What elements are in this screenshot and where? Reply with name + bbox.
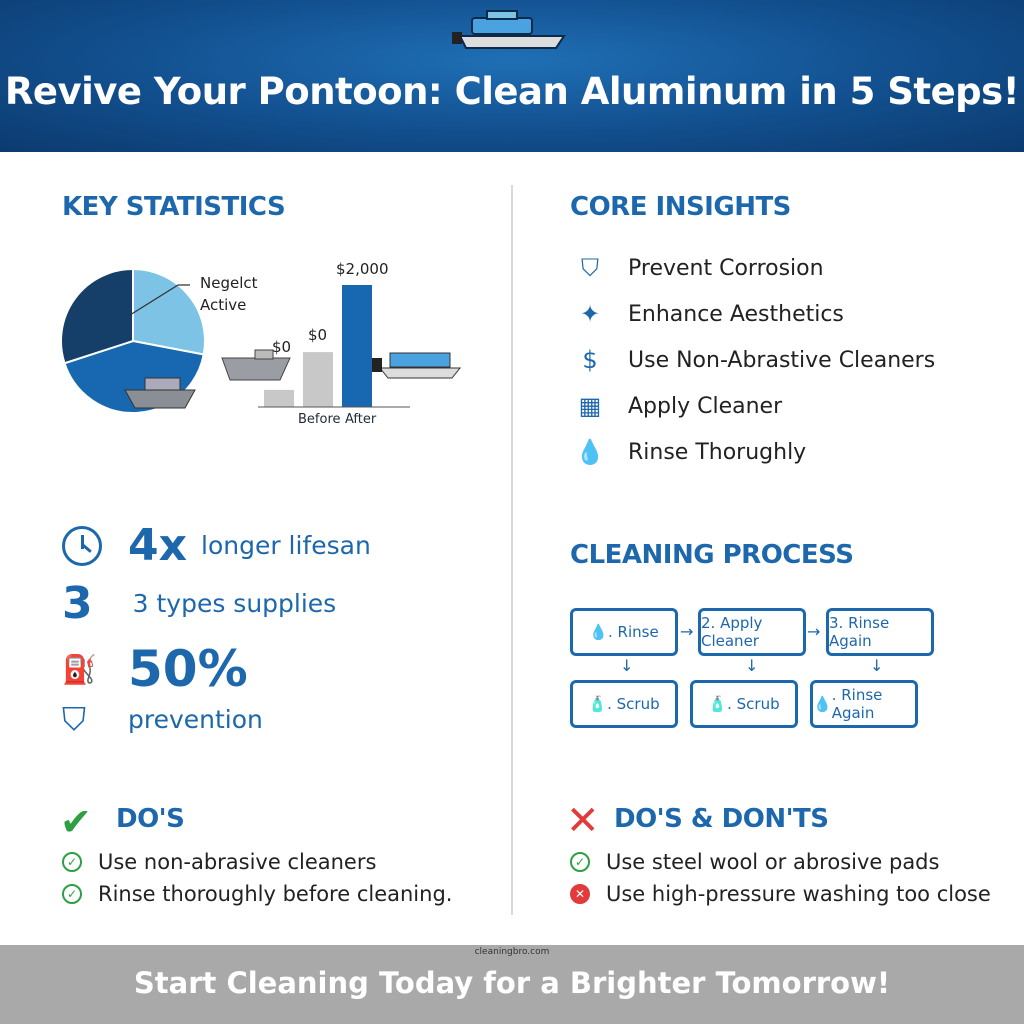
dos-item: ✓ Use non-abrasive cleaners [62, 850, 376, 874]
step-label: . Rinse Again [831, 686, 883, 722]
water-drop-icon: 💧 [813, 695, 832, 713]
check-circle-icon: ✓ [62, 884, 82, 904]
step-label: 2. Apply Cleaner [701, 614, 763, 650]
insight-item: $ Use Non-Abrastive Cleaners [570, 340, 935, 380]
stat-value: 50% [128, 640, 248, 698]
column-divider [511, 185, 513, 915]
arrow-down-icon: ↓ [745, 656, 759, 675]
checkmark-icon: ✔ [60, 800, 92, 844]
step-box-scrub: 🧴. Scrub [570, 680, 678, 728]
stat-text: longer lifesan [201, 531, 371, 560]
arrow-right-icon: → [807, 622, 821, 641]
dos-heading: DO'S [116, 804, 185, 834]
stat-value: 4x [128, 520, 187, 571]
step-label: . Scrub [607, 695, 660, 713]
insight-label: Enhance Aesthetics [628, 301, 844, 327]
check-circle-icon: ✓ [62, 852, 82, 872]
cleaning-process-heading: CLEANING PROCESS [570, 540, 854, 570]
step-box-apply: 2. Apply Cleaner [698, 608, 806, 656]
bar [303, 352, 333, 407]
pontoon-boat-icon [372, 352, 462, 379]
insight-item: ▦ Apply Cleaner [570, 386, 782, 426]
insight-item: ⛉ Prevent Corrosion [570, 248, 824, 288]
pie-chart [60, 267, 206, 414]
water-drop-icon: 💧 [589, 623, 608, 641]
check-circle-icon: ✓ [570, 852, 590, 872]
x-circle-icon: ✕ [570, 884, 590, 904]
sponge-icon: ▦ [578, 392, 602, 420]
stat-supplies: 3 3 types supplies [62, 578, 336, 629]
clock-icon [62, 525, 102, 566]
old-boat-icon [124, 377, 196, 409]
bar [264, 389, 294, 407]
motorboat-icon [221, 349, 291, 381]
dollar-icon: $ [582, 346, 598, 374]
dos-item: ✓ Rinse thoroughly before cleaning. [62, 882, 452, 906]
insight-label: Apply Cleaner [628, 393, 783, 419]
arrow-right-icon: → [680, 622, 694, 641]
step-box-rinse: 💧. Rinse [570, 608, 678, 656]
stat-prevention: ⛉ prevention [62, 700, 263, 739]
stat-text: prevention [128, 705, 263, 734]
arrow-down-icon: ↓ [620, 656, 634, 675]
cross-icon: ✕ [566, 798, 600, 844]
water-drop-icon: 💧 [575, 438, 605, 466]
pressure-washer-icon: ⛽ [62, 652, 97, 686]
step-label: 3. Rinse Again [829, 614, 890, 650]
stat-value: 3 [62, 578, 93, 629]
shield-icon: ⛉ [62, 700, 87, 738]
donts-item: ✕ Use high-pressure washing too close [570, 882, 991, 906]
bar-category-before: Before [298, 412, 341, 427]
pie-slice [60, 267, 134, 365]
shield-icon: ⛉ [581, 254, 599, 282]
step-box-rinse-again: 💧. Rinse Again [810, 680, 918, 728]
insight-item: 💧 Rinse Thorughly [570, 432, 806, 472]
donts-item-text: Use steel wool or abrosive pads [606, 850, 940, 874]
pie-leader-line [129, 284, 190, 316]
donts-item: ✓ Use steel wool or abrosive pads [570, 850, 939, 874]
core-insights-heading: CORE INSIGHTS [570, 192, 791, 222]
arrow-down-icon: ↓ [870, 656, 884, 675]
stat-lifespan: 4x longer lifesan [62, 520, 371, 571]
spray-bottle-icon: 🧴 [708, 695, 728, 713]
insight-label: Prevent Corrosion [628, 255, 824, 281]
bar-chart [221, 285, 462, 408]
stat-percent: ⛽ 50% [62, 640, 248, 698]
watermark: cleaningbro.com [474, 947, 550, 957]
step-box-rinse-again: 3. Rinse Again [826, 608, 934, 656]
bar-label-1: $0 [272, 338, 292, 356]
footer-banner [0, 945, 1024, 1024]
pontoon-boat-icon [452, 10, 566, 49]
bar [342, 285, 372, 407]
insight-item: ✦ Enhance Aesthetics [570, 294, 844, 334]
footer-text: Start Cleaning Today for a Brighter Tomo… [133, 966, 891, 1000]
pie-label-active: Active [200, 296, 247, 314]
step-box-scrub: 🧴. Scrub [690, 680, 798, 728]
bar-category-after: After [345, 412, 377, 427]
key-statistics-heading: KEY STATISTICS [62, 192, 286, 222]
step-label: . Scrub [727, 695, 780, 713]
pie-slice [132, 267, 206, 356]
stat-text: 3 types supplies [132, 589, 337, 618]
pie-label-neglect: Negelct [200, 274, 258, 292]
sparkle-icon: ✦ [579, 300, 601, 328]
donts-heading: DO'S & DON'TS [614, 804, 829, 834]
spray-bottle-icon: 🧴 [588, 695, 608, 713]
step-label: . Rinse [608, 623, 659, 641]
page-title: Revive Your Pontoon: Clean Aluminum in 5… [4, 70, 1020, 113]
dos-item-text: Rinse thoroughly before cleaning. [98, 882, 453, 906]
bar-label-2: $0 [308, 326, 328, 344]
bar-label-3: $2,000 [336, 260, 389, 278]
dos-item-text: Use non-abrasive cleaners [98, 850, 377, 874]
donts-item-text: Use high-pressure washing too close [606, 882, 991, 906]
insight-label: Use Non-Abrastive Cleaners [628, 347, 936, 373]
insight-label: Rinse Thorughly [628, 439, 807, 465]
